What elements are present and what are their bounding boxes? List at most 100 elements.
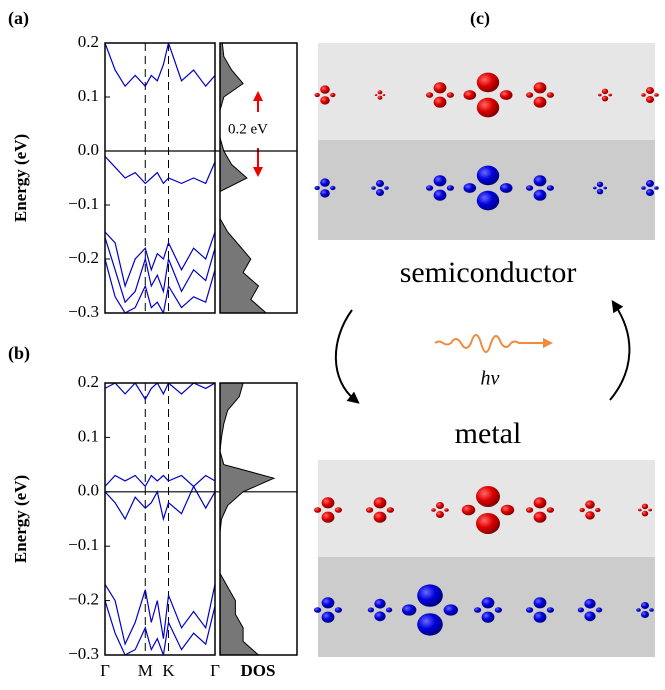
orbital-lobe [596,188,604,195]
orbital-lobe [577,607,585,613]
y-tick-label: −0.2 [68,590,99,609]
orbital-lobe [444,508,449,512]
orbital-lobe [374,93,378,97]
orbital-lobe [596,181,604,188]
orbital-lobe [646,87,654,94]
orbital-lobe [533,597,547,609]
y-tick-label: 0.2 [78,372,99,391]
state-label: metal [455,417,522,450]
orbital-lobe [314,92,320,98]
orbital-lobe [320,85,330,94]
band-frame [104,382,216,656]
band-frame [104,42,216,314]
y-tick-label: −0.3 [68,644,99,663]
orbital-lobe [314,607,322,613]
orbital-lobe [584,598,596,609]
orbital-lobe [476,513,500,534]
orbital-lobe [526,607,534,613]
orbital-lobe [377,95,383,100]
orbital-lobe [526,507,534,513]
orbital-lobe [641,93,646,97]
panel-label: (a) [8,8,29,29]
orbital-lobe [476,165,500,186]
orbital-lobe [436,511,444,518]
orbital-lobe [321,511,335,523]
orbital-lobe [476,486,500,507]
orbital-lobe [533,175,547,187]
orbital-lobe [595,607,603,613]
orbital-lobe [654,93,659,97]
orbital-lobe [376,189,384,196]
orbital-lobe [384,186,389,190]
orbital-lobe [499,90,513,100]
orbital-lobe [585,500,595,509]
x-tick-label: K [162,661,175,680]
orbital-lobe [433,189,447,201]
orbital-lobe [641,611,649,618]
orbital-lobe [386,507,394,513]
orbital-panel [314,43,659,657]
orbital-lobe [641,186,646,190]
orbital-lobe [371,186,376,190]
orbital-lobe [593,186,597,190]
orbital-lobe [373,511,387,523]
orbital-lobe [376,180,384,187]
band [105,231,215,289]
band [105,600,215,655]
y-tick-label: −0.1 [68,194,99,213]
orbital-lobe [446,185,454,191]
y-tick-label: −0.3 [68,302,99,321]
orbital-lobe [402,604,417,616]
orbital-lobe [526,185,534,191]
y-axis-label: Energy (eV) [11,134,30,222]
orbital-lobe [641,510,649,517]
orbital-lobe [320,178,330,187]
orbital-lobe [446,92,454,98]
orbital-lobe [601,88,609,95]
orbital-lobe [481,597,495,609]
orbital-lobe [481,611,495,623]
orbital-lobe [463,183,477,193]
y-tick-label: −0.2 [68,248,99,267]
orbital-lobe [330,185,336,191]
panel-label: (b) [8,343,30,364]
orbital-lobe [377,90,383,95]
dos-frame [219,42,298,314]
panel-label: (c) [470,8,490,29]
orbital-lobe [598,93,602,97]
orbital-lobe [320,189,330,198]
orbital-lobe [646,96,654,103]
layer-bg [318,140,655,240]
y-tick-label: 0.2 [78,32,99,51]
orbital-lobe [461,504,476,516]
orbital-lobe [334,607,342,613]
orbital-lobe [320,96,330,105]
orbital-lobe [500,504,515,516]
band [105,43,215,88]
x-tick-label: Γ [210,661,220,680]
orbital-lobe [443,604,458,616]
orbital-lobe [417,584,443,607]
orbital-lobe [603,186,607,190]
orbital-lobe [654,186,659,190]
orbital-lobe [533,611,547,623]
band [105,383,215,401]
orbital-lobe [533,497,547,509]
band [105,474,215,488]
photon-wave [434,334,553,353]
y-axis-label: Energy (eV) [11,475,30,563]
orbital-lobe [533,96,547,108]
orbital-lobe [641,503,649,510]
x-tick-label: Γ [100,661,110,680]
orbital-lobe [546,185,555,191]
orbital-lobe [595,507,601,513]
orbital-lobe [648,508,652,512]
dos-label: DOS [241,661,276,680]
state-label: semiconductor [400,256,577,289]
photon-label: hν [481,368,500,390]
orbital-lobe [314,507,322,513]
y-tick-label: −0.1 [68,535,99,554]
orbital-lobe [579,507,585,513]
orbital-lobe [436,502,444,509]
